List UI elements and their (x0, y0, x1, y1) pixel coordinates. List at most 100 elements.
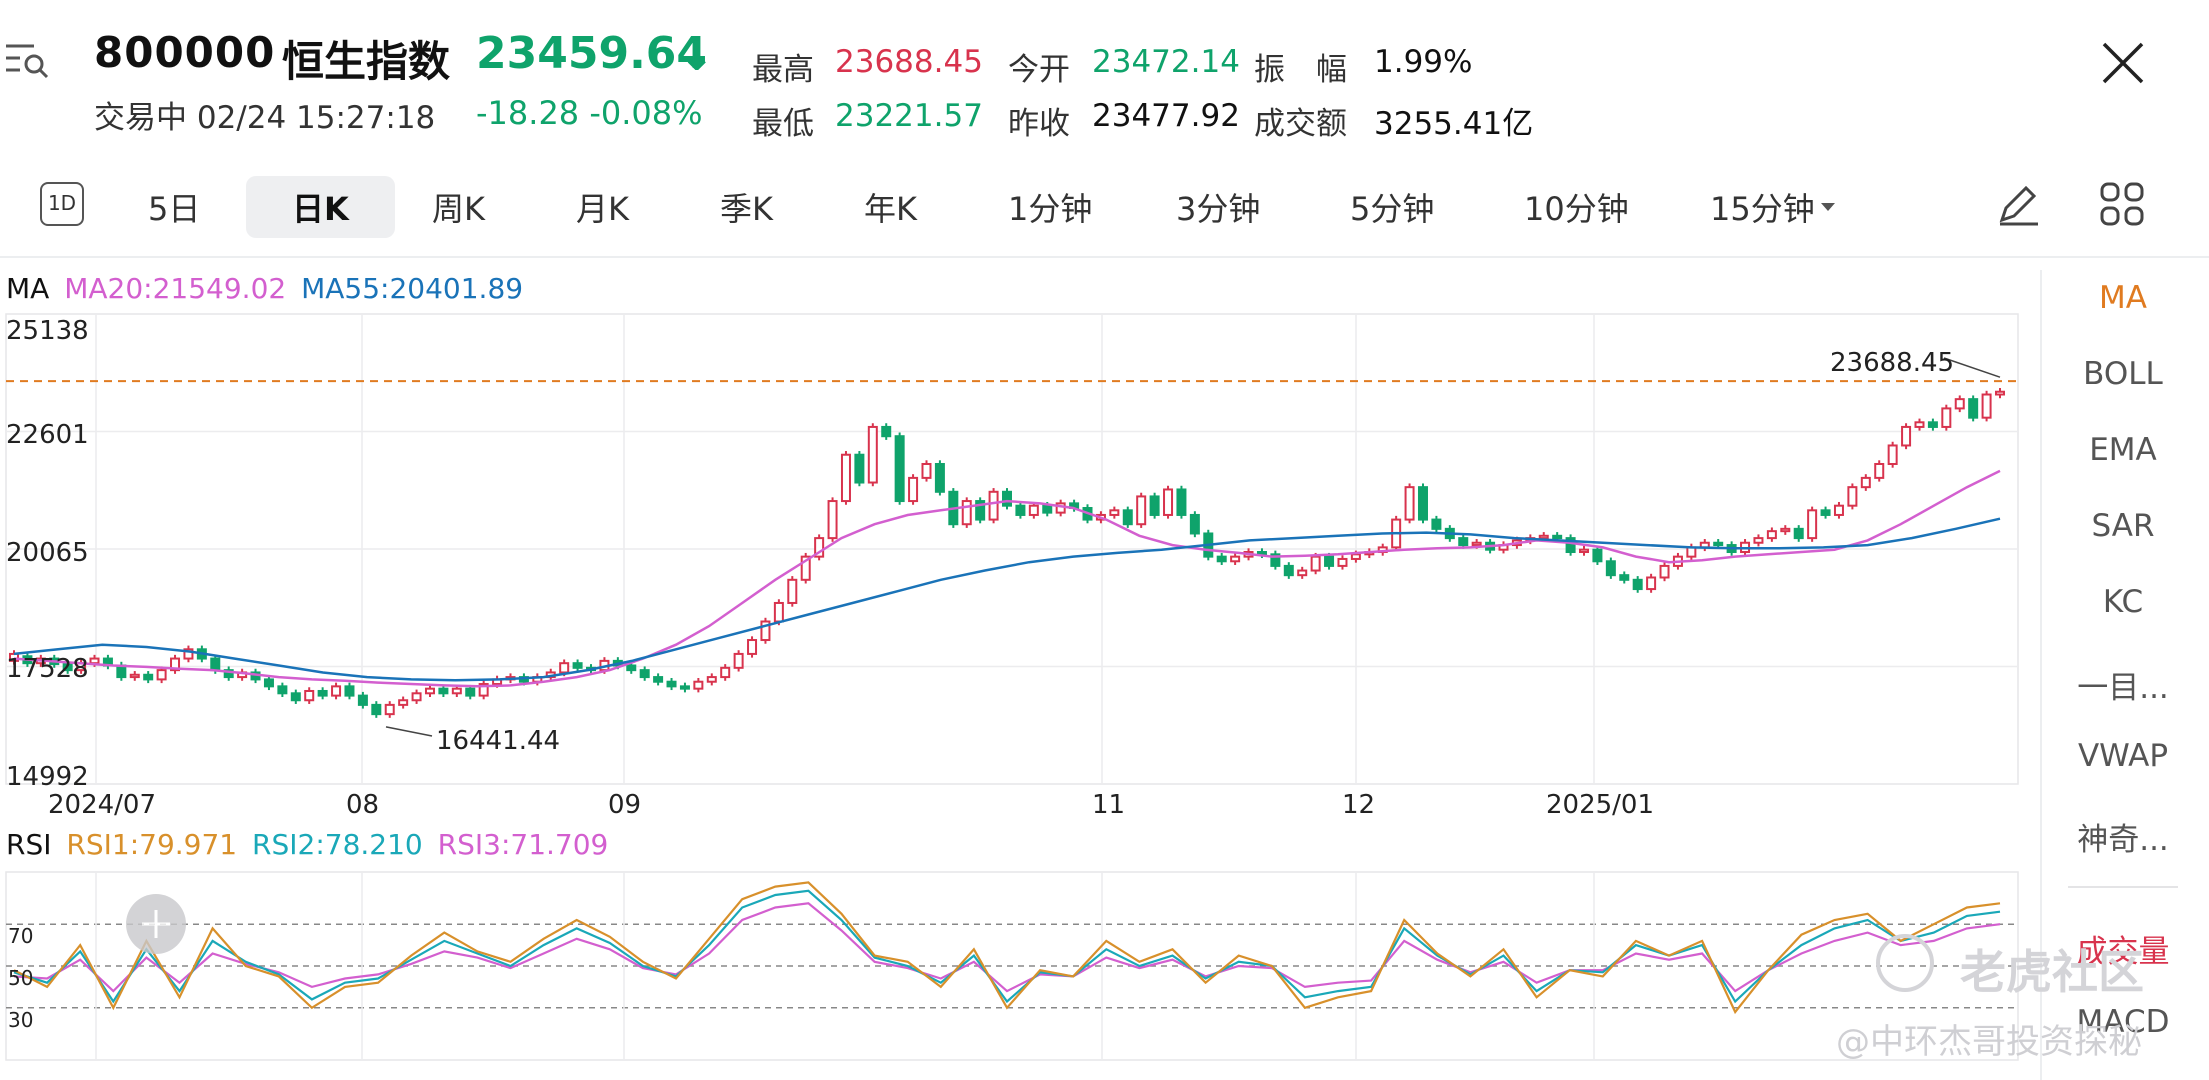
tab-yearly-k[interactable]: 年K (864, 190, 917, 228)
candle-body (679, 685, 690, 690)
period-1d-button[interactable]: 1D (40, 182, 84, 226)
side-item-ema[interactable]: EMA (2089, 432, 2157, 468)
candle-body (1337, 557, 1348, 567)
candle-body (438, 687, 449, 695)
stat-high-label: 最高 (752, 52, 814, 88)
candle-body (1619, 574, 1630, 581)
tab-daily-k[interactable]: 日K (246, 176, 395, 238)
high-leader-line (1943, 357, 2001, 378)
candle-body (1230, 555, 1241, 563)
candle-body (398, 699, 409, 706)
ma-legend-label: MA (6, 272, 50, 305)
candle-body (733, 652, 744, 669)
candle-body (1216, 555, 1227, 563)
tab-3min[interactable]: 3分钟 (1176, 190, 1261, 228)
candle-body (424, 687, 435, 695)
grid-icon[interactable] (2098, 180, 2146, 228)
side-item-ma[interactable]: MA (2099, 280, 2147, 316)
y-tick-0: 25138 (6, 316, 89, 346)
candle-body (1981, 393, 1992, 419)
high-price-label: 23688.45 (1830, 348, 1955, 378)
tab-quarterly-k[interactable]: 季K (720, 190, 773, 228)
candle-body (1901, 425, 1912, 447)
rsi1-line (13, 881, 2001, 1015)
rsi1-legend: RSI1:79.971 (66, 828, 238, 861)
chevron-down-icon[interactable] (1820, 198, 1836, 211)
side-item-magic[interactable]: 神奇... (2077, 822, 2169, 858)
tab-5min[interactable]: 5分钟 (1350, 190, 1435, 228)
tab-monthly-k[interactable]: 月K (576, 190, 629, 228)
x-tick-4: 12 (1342, 790, 1376, 820)
candle-body (1015, 504, 1026, 516)
candle-body (867, 425, 878, 484)
rsi-tick-50: 50 (8, 966, 34, 990)
candle-body (1109, 509, 1120, 516)
candle-body (1417, 486, 1428, 521)
tab-15min[interactable]: 15分钟 (1710, 190, 1815, 228)
candle-body (1189, 513, 1200, 535)
candle-body (1028, 504, 1039, 516)
candle-body (1579, 548, 1590, 554)
candle-body (908, 476, 919, 503)
candle-body (371, 703, 382, 716)
close-icon[interactable] (2100, 40, 2146, 86)
candle-body (1887, 444, 1898, 465)
candle-body (1565, 537, 1576, 554)
tiger-logo-icon (1876, 934, 1934, 992)
ma-legend: MA MA20:21549.02 MA55:20401.89 (6, 272, 523, 305)
candle-body (1002, 490, 1012, 507)
side-item-boll[interactable]: BOLL (2083, 356, 2163, 392)
candle-body (1310, 555, 1321, 572)
stat-low-label: 最低 (752, 106, 814, 142)
stat-prevclose-label: 昨收 (1008, 106, 1070, 142)
rsi2-line (13, 889, 2001, 1004)
stat-low-value: 23221.57 (835, 98, 983, 134)
candle-body (9, 652, 19, 662)
side-item-volume[interactable]: 成交量 (2076, 934, 2170, 970)
side-item-macd[interactable]: MACD (2076, 1004, 2170, 1040)
candle-body (411, 692, 422, 702)
candle-body (572, 662, 583, 669)
candle-body (89, 657, 100, 665)
menu-search-icon[interactable] (4, 40, 50, 80)
ma55-legend: MA55:20401.89 (301, 272, 524, 305)
side-item-kc[interactable]: KC (2102, 584, 2144, 620)
candle-body (840, 453, 851, 503)
pencil-icon[interactable] (1994, 180, 2042, 228)
candle-body (1874, 462, 1885, 479)
side-item-sar[interactable]: SAR (2091, 508, 2155, 544)
candle-body (1968, 398, 1979, 419)
candle-body (1431, 518, 1442, 530)
candle-body (814, 537, 825, 558)
header-divider (0, 256, 2209, 258)
plus-icon[interactable] (126, 894, 186, 954)
candle-body (1163, 488, 1174, 516)
side-item-ichimoku[interactable]: 一目... (2077, 670, 2169, 706)
tab-5day[interactable]: 5日 (148, 190, 201, 228)
candle-body (760, 620, 771, 642)
stat-open-label: 今开 (1008, 52, 1070, 88)
candle-body (384, 703, 395, 716)
candle-body (693, 680, 704, 690)
stat-open-value: 23472.14 (1092, 44, 1240, 80)
candle-body (1136, 495, 1147, 526)
candle-body (357, 694, 368, 706)
tab-10min[interactable]: 10分钟 (1524, 190, 1629, 228)
candle-body (143, 673, 154, 681)
rsi-chart[interactable] (0, 868, 2030, 1068)
candle-body (800, 555, 811, 581)
candle-body (170, 657, 181, 672)
candle-body (1847, 486, 1858, 507)
side-item-vwap[interactable]: VWAP (2077, 738, 2169, 774)
candle-body (1283, 564, 1294, 577)
candle-body (478, 683, 489, 697)
tab-weekly-k[interactable]: 周K (432, 190, 485, 228)
candle-body (62, 663, 73, 672)
tab-1min[interactable]: 1分钟 (1008, 190, 1093, 228)
candlestick-chart[interactable] (0, 310, 2030, 790)
candle-body (1646, 576, 1657, 591)
candle-body (1122, 509, 1133, 526)
candle-body (451, 687, 462, 695)
candle-body (1350, 553, 1361, 560)
candle-body (1605, 560, 1616, 577)
